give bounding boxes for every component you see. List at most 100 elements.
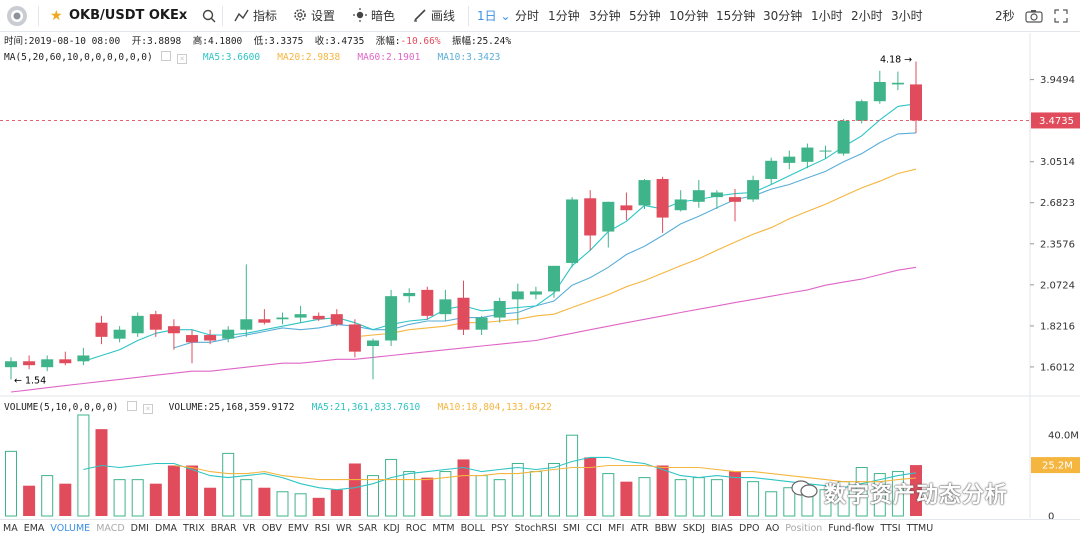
dark-theme-button[interactable]: 暗色 xyxy=(353,0,395,32)
indicator-tab-fund-flow[interactable]: Fund-flow xyxy=(828,523,875,534)
ma20-value: MA20:2.9838 xyxy=(277,52,341,63)
indicator-tab-atr[interactable]: ATR xyxy=(630,523,649,534)
candle-body xyxy=(403,292,416,297)
indicators-button[interactable]: 指标 xyxy=(234,0,277,32)
ma10-line xyxy=(173,132,917,349)
indicator-tab-dma[interactable]: DMA xyxy=(155,523,178,534)
volume-bar xyxy=(602,473,615,517)
volume-legend: VOLUME(5,10,0,0,0,0) × VOLUME:25,168,359… xyxy=(4,401,552,414)
indicator-tab-rsi[interactable]: RSI xyxy=(314,523,331,534)
timeframe-0[interactable]: 1日 ⌄ xyxy=(477,9,511,23)
close-icon[interactable]: × xyxy=(142,404,153,414)
indicator-tab-obv[interactable]: OBV xyxy=(261,523,282,534)
chart-toolbar: ★ OKB/USDT OKEx 指标 设置 暗色 画线 1日 ⌄ 分时 1分钟 3分钟… xyxy=(0,0,1080,32)
candle-body xyxy=(801,147,814,162)
symbol-title[interactable]: OKB/USDT OKEx xyxy=(69,8,188,23)
indicator-tab-stochrsi[interactable]: StochRSI xyxy=(514,523,557,534)
indicator-tab-volume[interactable]: VOLUME xyxy=(50,523,91,534)
volume-bar xyxy=(385,458,398,517)
indicator-tab-vr[interactable]: VR xyxy=(242,523,256,534)
volume-tick-label: 0 xyxy=(1048,512,1054,523)
candlesticks xyxy=(5,61,922,380)
volume-bar xyxy=(529,471,542,517)
current-volume-badge xyxy=(1031,457,1080,474)
volume-bar xyxy=(222,452,235,517)
volume-bar xyxy=(493,479,506,517)
camera-icon[interactable] xyxy=(1025,0,1043,32)
settings-button[interactable]: 设置 xyxy=(293,0,335,32)
indicator-tab-ttmu[interactable]: TTMU xyxy=(906,523,934,534)
timeframe-8[interactable]: 1小时 xyxy=(811,9,843,23)
ma60-value: MA60:2.1901 xyxy=(357,52,421,63)
current-volume-label: 25.2M xyxy=(1042,461,1073,472)
volume-bar xyxy=(149,483,162,516)
indicator-tab-mtm[interactable]: MTM xyxy=(432,523,455,534)
refresh-interval[interactable]: 2秒 xyxy=(995,9,1015,23)
volume-bar xyxy=(312,497,325,516)
indicator-tab-mfi[interactable]: MFI xyxy=(607,523,625,534)
timeframe-1[interactable]: 分时 xyxy=(515,9,540,23)
ma20-line xyxy=(354,168,917,338)
indicator-tab-roc[interactable]: ROC xyxy=(405,523,427,534)
candle-body xyxy=(837,120,850,154)
candle-body xyxy=(5,361,17,368)
eye-icon[interactable] xyxy=(161,51,172,61)
candle-body xyxy=(855,101,868,121)
search-icon[interactable] xyxy=(202,0,216,32)
volume-bar xyxy=(819,489,832,517)
current-price-badge xyxy=(1031,112,1080,129)
chart-annotations: 4.18 → ← 1.54 xyxy=(14,55,912,387)
indicator-tab-position[interactable]: Position xyxy=(785,523,823,534)
indicator-tab-psy[interactable]: PSY xyxy=(491,523,509,534)
vol-ma10-value: MA10:18,804,133.6422 xyxy=(437,402,552,413)
indicator-tab-sar[interactable]: SAR xyxy=(358,523,378,534)
indicator-tab-bbw[interactable]: BBW xyxy=(654,523,677,534)
indicator-tab-dpo[interactable]: DPO xyxy=(738,523,760,534)
indicator-tab-ema[interactable]: EMA xyxy=(23,523,45,534)
candle-body xyxy=(548,265,560,292)
indicator-tab-brar[interactable]: BRAR xyxy=(210,523,237,534)
indicator-tab-wr[interactable]: WR xyxy=(336,523,353,534)
indicator-tab-trix[interactable]: TRIX xyxy=(183,523,205,534)
close-icon[interactable]: × xyxy=(177,54,188,64)
eye-icon[interactable] xyxy=(127,401,138,411)
fullscreen-icon[interactable] xyxy=(1054,0,1068,32)
indicator-tab-macd[interactable]: MACD xyxy=(96,523,125,534)
indicator-tab-emv[interactable]: EMV xyxy=(287,523,309,534)
indicator-tab-bias[interactable]: BIAS xyxy=(711,523,733,534)
draw-line-button[interactable]: 画线 xyxy=(413,0,455,32)
timeframe-9[interactable]: 2小时 xyxy=(851,9,883,23)
indicator-tab-boll[interactable]: BOLL xyxy=(460,523,486,534)
volume-indicator-name[interactable]: VOLUME(5,10,0,0,0,0) xyxy=(4,402,119,413)
indicator-tab-ao[interactable]: AO xyxy=(765,523,780,534)
timeframe-3[interactable]: 3分钟 xyxy=(589,9,621,23)
candle-body xyxy=(23,361,36,366)
timeframe-4[interactable]: 5分钟 xyxy=(629,9,661,23)
ma-indicator-name[interactable]: MA(5,20,60,10,0,0,0,0,0,0) xyxy=(4,52,153,63)
volume-bar xyxy=(294,493,307,517)
candle-body xyxy=(529,291,542,295)
candle-body xyxy=(131,315,144,334)
indicator-tab-ma[interactable]: MA xyxy=(3,523,18,534)
timeframe-2[interactable]: 1分钟 xyxy=(548,9,580,23)
volume-bar xyxy=(240,479,253,517)
indicator-tab-cci[interactable]: CCI xyxy=(585,523,602,534)
price-tick-label: 2.0724 xyxy=(1040,280,1075,291)
candle-body xyxy=(240,319,253,330)
volume-bar xyxy=(475,475,488,517)
favorite-star-icon[interactable]: ★ xyxy=(50,8,63,24)
timeframe-7[interactable]: 30分钟 xyxy=(763,9,803,23)
candle-body xyxy=(656,178,669,218)
indicator-tab-ttsi[interactable]: TTSI xyxy=(880,523,901,534)
timeframe-6[interactable]: 15分钟 xyxy=(716,9,756,23)
candle-body xyxy=(729,197,741,202)
indicator-tab-dmi[interactable]: DMI xyxy=(130,523,149,534)
indicators-icon xyxy=(234,9,249,22)
candle-body xyxy=(511,291,524,300)
indicator-tab-smi[interactable]: SMI xyxy=(562,523,580,534)
indicator-tab-skdj[interactable]: SKDJ xyxy=(682,523,706,534)
timeframe-5[interactable]: 10分钟 xyxy=(669,9,709,23)
indicator-tab-kdj[interactable]: KDJ xyxy=(383,523,400,534)
timeframe-10[interactable]: 3小时 xyxy=(891,9,923,23)
